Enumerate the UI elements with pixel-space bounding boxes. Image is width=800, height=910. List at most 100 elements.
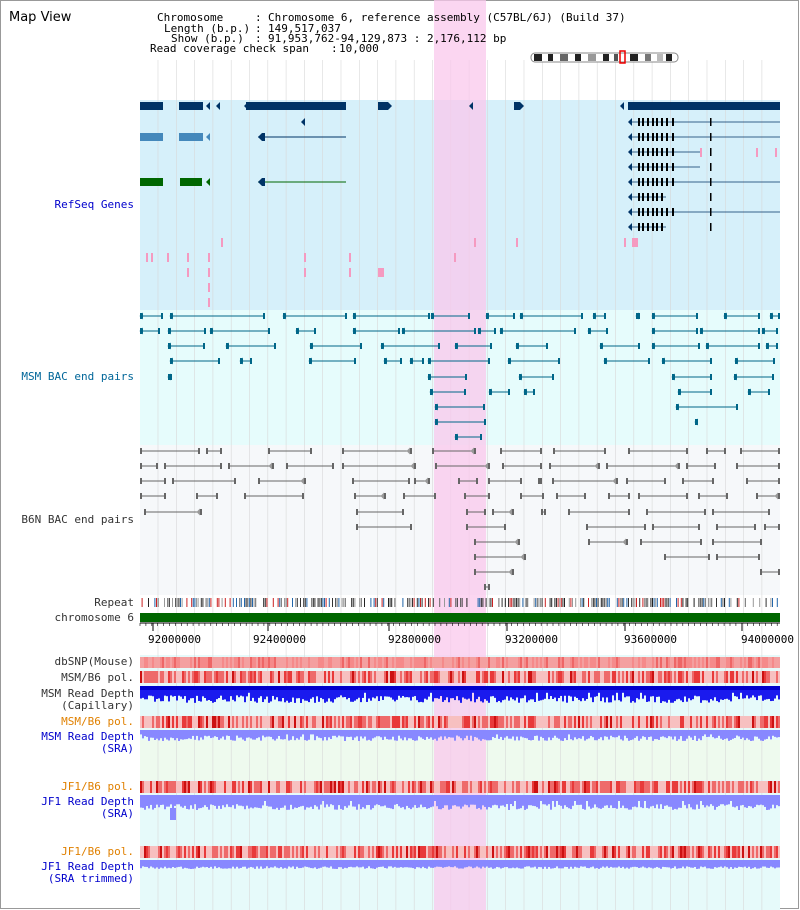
msm-b6-pol-heat-cell — [176, 671, 178, 683]
msm-b6-pol2-heat-cell — [266, 716, 268, 728]
repeat-mark — [428, 598, 429, 607]
msm-b6-pol-heat-cell — [426, 671, 428, 683]
jf1-b6-pol2-heat-cell — [738, 846, 740, 858]
msm-b6-pol2-heat-cell — [388, 716, 390, 728]
jf1-b6-pol-heat-cell — [728, 781, 730, 793]
msm-b6-pol-heat-cell — [198, 671, 200, 683]
jf1-sra-depth-bar — [346, 795, 348, 808]
msm-sra-depth-bar — [190, 730, 192, 739]
dbsnp-heat-cell — [312, 657, 314, 668]
dbsnp-heat-cell — [682, 657, 684, 668]
jf1-sra-depth-bar — [580, 795, 582, 805]
jf1-sra-depth-bar — [394, 795, 396, 805]
strand-arrow — [196, 508, 200, 516]
dbsnp-heat-cell — [540, 657, 542, 668]
jf1-trimmed-depth-bar — [164, 860, 166, 867]
msm-b6-pol-heat-cell — [608, 671, 610, 683]
jf1-b6-pol2-heat-cell — [614, 846, 616, 858]
msm-capillary-depth-bar — [390, 686, 392, 698]
msm-b6-pol2-heat-cell — [512, 716, 514, 728]
msm-sra-depth-bar — [574, 730, 576, 738]
jf1-sra-depth-bar — [604, 795, 606, 806]
msm-b6-pol-heat-cell — [346, 671, 348, 683]
msm-sra-depth-bar — [252, 730, 254, 740]
length-value: 149,517,037 — [268, 22, 341, 35]
msm-b6-pol2-heat-cell — [408, 716, 410, 728]
exon — [656, 163, 658, 171]
jf1-trimmed-depth-bar — [236, 860, 238, 867]
msm-sra-depth-bar — [438, 730, 440, 738]
msm-capillary-depth-bar — [154, 686, 156, 702]
bac-end — [746, 478, 748, 484]
msm-sra-depth-bar — [426, 730, 428, 737]
msm-capillary-depth-bar — [660, 686, 662, 703]
msm-sra-depth-bar — [554, 730, 556, 736]
bac-end — [398, 328, 400, 334]
bac-end — [616, 478, 618, 484]
jf1-trimmed-depth-bar — [204, 860, 206, 868]
msm-b6-pol2-heat-cell — [722, 716, 724, 728]
msm-b6-pol2-heat-cell — [506, 716, 508, 728]
dbsnp-heat-cell — [470, 657, 472, 668]
refseq-variant-mark — [378, 268, 384, 277]
repeat-mark — [314, 598, 316, 607]
msm-sra-depth-bar — [284, 730, 286, 740]
jf1-trimmed-depth-bar — [542, 860, 544, 869]
bac-end — [778, 463, 780, 469]
repeat-mark — [221, 598, 223, 607]
jf1-trimmed-depth-bar — [368, 860, 370, 867]
jf1-b6-pol-heat-cell — [738, 781, 740, 793]
msm-capillary-depth-bar — [238, 686, 240, 698]
msm-capillary-depth-bar — [500, 686, 502, 703]
track-label-b6n-bac[interactable]: B6N BAC end pairs — [21, 513, 134, 526]
msm-sra-depth-bar — [228, 730, 230, 736]
repeat-mark — [300, 598, 301, 607]
track-label-msm-bac[interactable]: MSM BAC end pairs — [21, 370, 134, 383]
msm-sra-depth-bar — [240, 730, 242, 738]
exon — [656, 118, 658, 126]
msm-sra-depth-bar — [150, 730, 152, 738]
exon — [642, 118, 644, 126]
jf1-b6-pol2-heat-cell — [414, 846, 416, 858]
repeat-mark — [538, 598, 540, 607]
msm-capillary-depth-bar — [510, 686, 512, 698]
msm-b6-pol2-heat-cell — [668, 716, 670, 728]
msm-b6-pol2-heat-cell — [432, 716, 434, 728]
ideogram-band — [657, 54, 663, 61]
bac-end — [488, 358, 490, 364]
msm-b6-pol2-heat-cell — [728, 716, 730, 728]
exon — [647, 118, 649, 126]
dbsnp-heat-cell — [520, 657, 522, 668]
msm-sra-depth-bar — [684, 730, 686, 741]
jf1-sra-depth-bar — [594, 795, 596, 805]
msm-b6-pol-heat-cell — [464, 671, 466, 683]
msm-capillary-depth-bar — [360, 686, 362, 703]
jf1-trimmed-depth-bar — [432, 860, 434, 868]
msm-b6-pol2-heat-cell — [324, 716, 326, 728]
jf1-trimmed-depth-bar — [654, 860, 656, 868]
dbsnp-heat-cell — [280, 657, 282, 668]
refseq-variant-mark — [454, 253, 456, 262]
msm-sra-depth-bar — [172, 730, 174, 739]
strand-arrow — [734, 357, 738, 365]
dbsnp-heat-cell — [440, 657, 442, 668]
jf1-sra-depth-bar — [424, 795, 426, 808]
jf1-b6-pol2-heat-cell — [500, 846, 502, 858]
jf1-sra-depth-bar — [660, 795, 662, 805]
dbsnp-heat-cell — [512, 657, 514, 668]
track-label-refseq[interactable]: RefSeq Genes — [54, 198, 134, 211]
jf1-b6-pol-heat-cell — [534, 781, 536, 793]
jf1-b6-pol2-heat-cell — [580, 846, 582, 858]
repeat-mark — [580, 598, 581, 607]
dbsnp-heat-cell — [592, 657, 594, 668]
msm-capillary-depth-bar — [294, 686, 296, 703]
msm-capillary-depth-bar — [750, 686, 752, 698]
jf1-trimmed-depth-bar — [560, 860, 562, 869]
jf1-b6-pol2-heat-cell — [572, 846, 574, 858]
jf1-b6-pol-heat-cell — [778, 781, 780, 793]
repeat-mark — [776, 598, 778, 607]
jf1-b6-pol-heat-cell — [336, 781, 338, 793]
jf1-sra-depth-bar — [746, 795, 748, 808]
msm-b6-pol-heat-cell — [754, 671, 756, 683]
